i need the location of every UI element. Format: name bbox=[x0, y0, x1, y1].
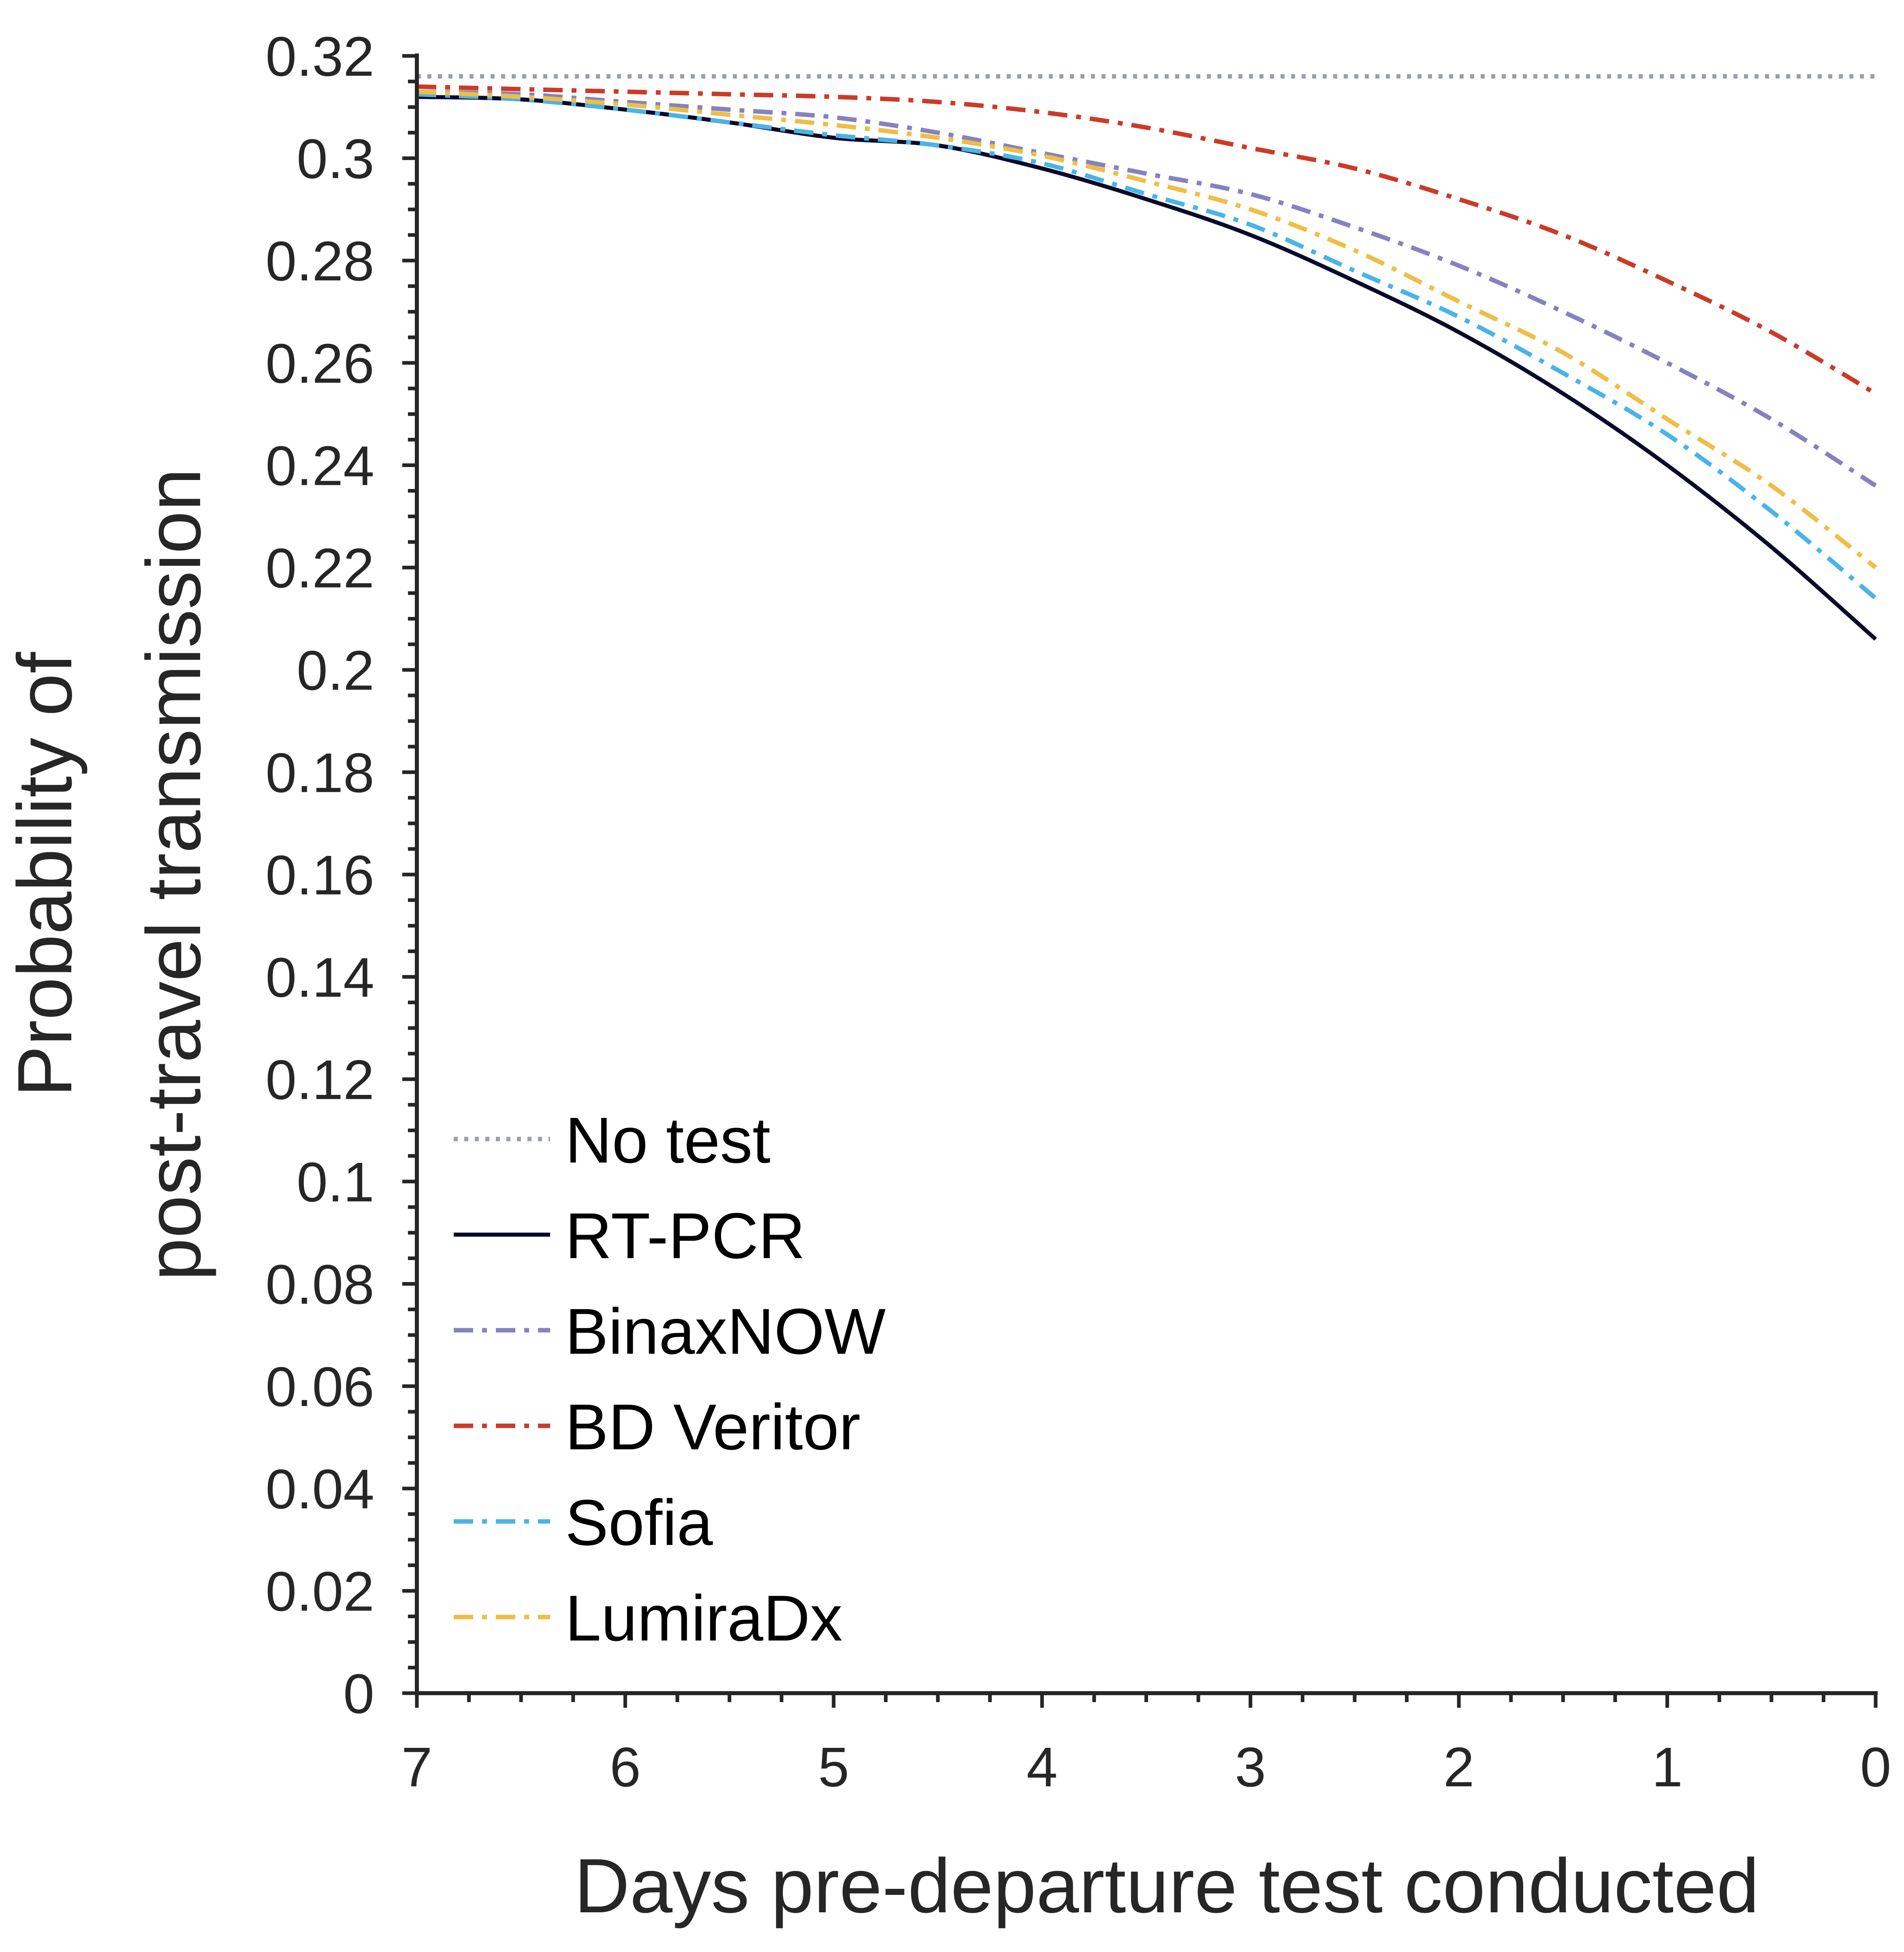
y-tick-label: 0 bbox=[343, 1663, 374, 1725]
x-tick-label: 6 bbox=[610, 1736, 641, 1798]
y-axis-label-line: Probability of bbox=[2, 652, 88, 1097]
plot-area bbox=[416, 74, 1877, 641]
legend-label: LumiraDx bbox=[565, 1582, 843, 1654]
y-tick-label: 0.14 bbox=[265, 947, 374, 1009]
x-tick-label: 5 bbox=[818, 1736, 849, 1798]
series-line-lumiradx bbox=[416, 89, 1877, 570]
y-tick-label: 0.28 bbox=[265, 230, 374, 292]
x-axis-label: Days pre-departure test conducted bbox=[574, 1843, 1759, 1929]
y-tick-label: 0.3 bbox=[297, 128, 374, 190]
x-tick-label: 4 bbox=[1027, 1736, 1058, 1798]
legend-label: BinaxNOW bbox=[565, 1295, 886, 1367]
y-tick-label: 0.08 bbox=[265, 1254, 374, 1316]
y-tick-label: 0.04 bbox=[265, 1458, 374, 1521]
y-tick-label: 0.18 bbox=[265, 742, 374, 804]
x-tick-label: 3 bbox=[1235, 1736, 1266, 1798]
y-tick-label: 0.16 bbox=[265, 844, 374, 907]
y-tick-label: 0.22 bbox=[265, 537, 374, 599]
y-axis-label-line: post-travel transmission bbox=[131, 468, 217, 1281]
y-tick-label: 0.26 bbox=[265, 333, 374, 395]
series-line-sofia bbox=[416, 92, 1877, 600]
y-tick-label: 0.32 bbox=[265, 26, 374, 88]
legend: No test RT-PCR BinaxNOW BD Veritor Sofia Lumi… bbox=[454, 1104, 886, 1654]
legend-label: BD Veritor bbox=[565, 1391, 860, 1463]
legend-label: RT-PCR bbox=[565, 1199, 805, 1272]
x-tick-label: 7 bbox=[401, 1736, 433, 1798]
x-tick-label: 1 bbox=[1652, 1736, 1683, 1798]
series-line-rt-pcr bbox=[416, 95, 1877, 641]
y-tick-label: 0.24 bbox=[265, 435, 374, 497]
y-tick-label: 0.2 bbox=[297, 640, 374, 702]
series-line-bd-veritor bbox=[416, 84, 1877, 396]
x-tick-label: 2 bbox=[1443, 1736, 1475, 1798]
y-tick-label: 0.02 bbox=[265, 1560, 374, 1623]
series-line-binaxnow bbox=[416, 89, 1877, 488]
legend-label: Sofia bbox=[565, 1486, 713, 1559]
y-axis-label: Probability of post-travel transmission bbox=[2, 468, 217, 1281]
y-tick-label: 0.06 bbox=[265, 1356, 374, 1418]
x-tick-label: 0 bbox=[1860, 1736, 1891, 1798]
axes: 7 6 5 4 3 2 1 0 0 0.02 0.04 0.06 0.08 0.1 0.12 0.14 0.16… bbox=[265, 26, 1891, 1798]
legend-label: No test bbox=[565, 1104, 771, 1176]
y-tick-label: 0.12 bbox=[265, 1049, 374, 1111]
y-tick-label: 0.1 bbox=[297, 1151, 374, 1214]
